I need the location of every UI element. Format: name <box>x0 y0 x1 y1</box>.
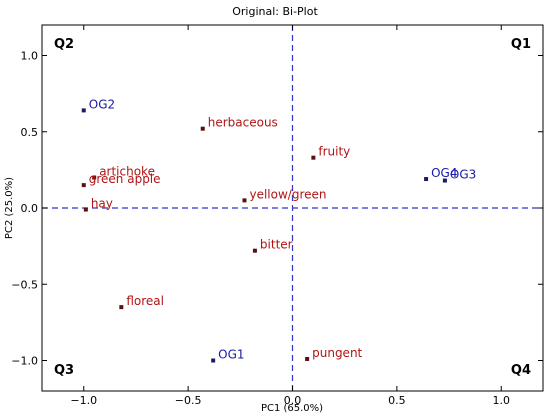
chart-title: Original: Bi-Plot <box>232 5 318 18</box>
x-tick-label: 0.0 <box>284 394 302 407</box>
point-marker <box>311 155 316 160</box>
point-marker <box>305 356 310 361</box>
point-label: hay <box>91 197 113 211</box>
x-tick-label: 1.0 <box>493 394 511 407</box>
point-label: OG1 <box>218 348 244 362</box>
y-tick-label: 0.0 <box>21 202 39 215</box>
point-label: OG3 <box>450 168 476 182</box>
x-tick-label: −1.0 <box>70 394 97 407</box>
point-label: herbaceous <box>208 116 278 130</box>
x-tick-label: 0.5 <box>388 394 406 407</box>
quadrant-label-q4: Q4 <box>511 363 531 378</box>
point-label: OG4 <box>431 166 457 180</box>
point-marker <box>242 198 247 203</box>
point-label: yellow/green <box>249 187 326 201</box>
point-marker <box>83 207 88 212</box>
y-tick-label: −1.0 <box>11 355 38 368</box>
point-marker <box>211 358 216 363</box>
x-axis-label: PC1 (65.0%) <box>261 403 323 414</box>
quadrant-labels: Q1 Q2 Q3 Q4 <box>54 37 531 378</box>
point-label: artichoke <box>99 165 155 179</box>
point-label: fruity <box>318 145 350 159</box>
point-marker <box>81 108 86 113</box>
y-axis-label: PC2 (25.0%) <box>4 177 15 239</box>
quadrant-label-q1: Q1 <box>511 37 531 52</box>
point-marker <box>252 248 257 253</box>
point-marker <box>200 126 205 131</box>
point-marker <box>81 183 86 188</box>
point-marker <box>424 177 429 182</box>
quadrant-label-q3: Q3 <box>54 363 74 378</box>
y-tick-label: 1.0 <box>21 50 39 63</box>
point-label: green apple <box>89 172 161 186</box>
quadrant-label-q2: Q2 <box>54 37 74 52</box>
y-tick-label: 0.5 <box>21 126 39 139</box>
point-label: bitter <box>260 238 293 252</box>
reference-lines <box>42 25 543 391</box>
point-marker <box>119 305 124 310</box>
point-marker <box>442 178 447 183</box>
x-tick-label: −0.5 <box>175 394 202 407</box>
point-label: OG2 <box>89 97 115 111</box>
axis-ticks: −1.0 −0.5 0.0 0.5 1.0 1.0 0.5 0.0 −0.5 −1.0 <box>11 25 543 407</box>
point-label: floreal <box>126 294 164 308</box>
y-tick-label: −0.5 <box>11 278 38 291</box>
point-marker <box>92 175 97 180</box>
point-label: pungent <box>312 346 362 360</box>
